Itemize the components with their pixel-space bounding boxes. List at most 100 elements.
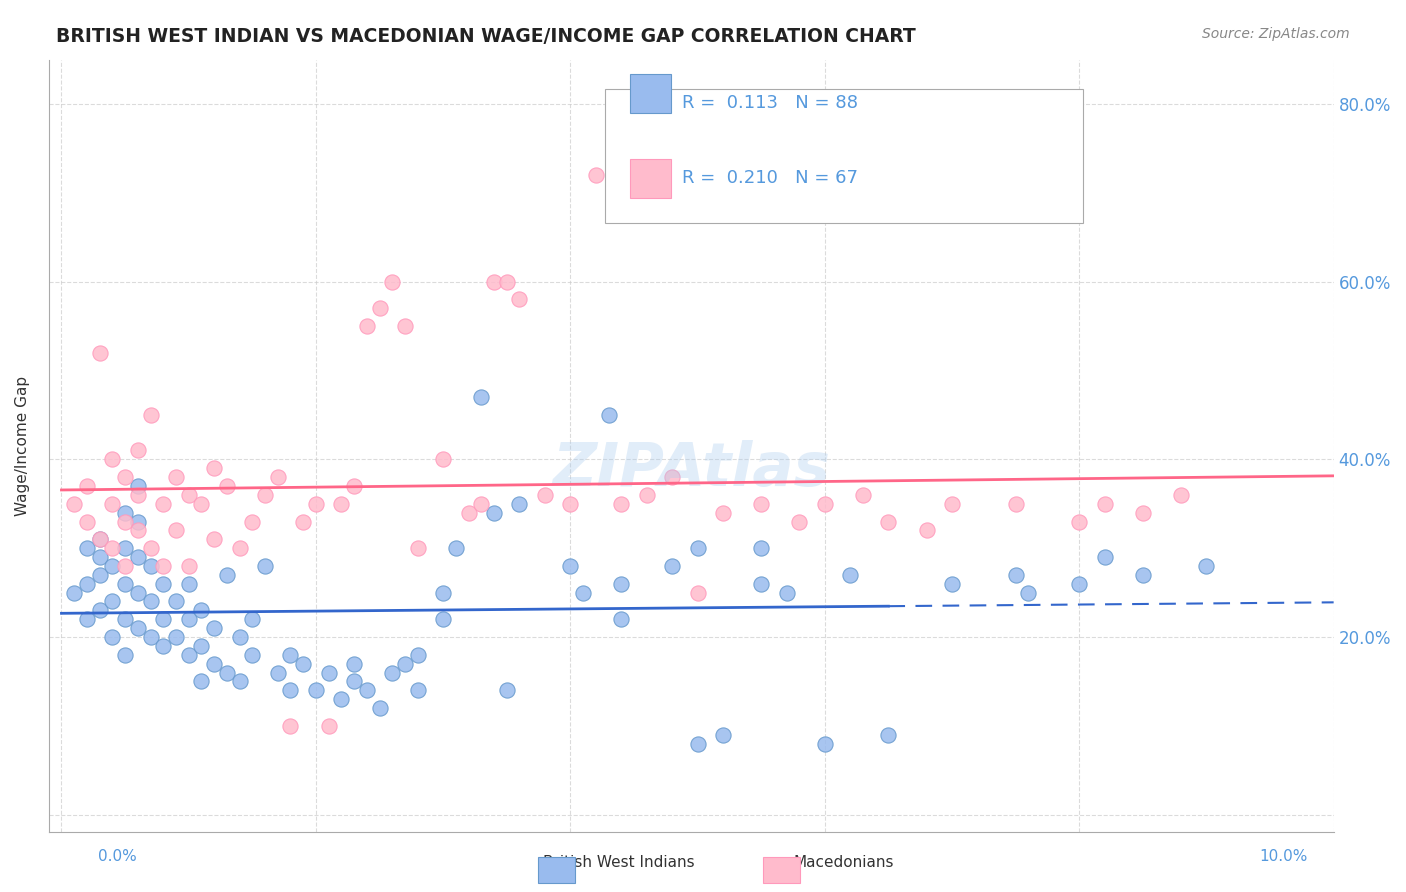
Text: 10.0%: 10.0%	[1260, 849, 1308, 863]
Point	[432, 612, 454, 626]
Point	[114, 470, 136, 484]
Point	[63, 497, 86, 511]
Point	[127, 585, 149, 599]
Point	[330, 692, 353, 706]
Text: Macedonians: Macedonians	[793, 855, 894, 870]
Point	[495, 275, 517, 289]
Point	[356, 319, 378, 334]
Point	[610, 497, 633, 511]
Point	[406, 541, 429, 556]
Point	[610, 576, 633, 591]
Point	[394, 657, 416, 671]
Point	[749, 541, 772, 556]
Point	[495, 683, 517, 698]
Point	[215, 665, 238, 680]
Point	[711, 728, 734, 742]
Point	[482, 275, 505, 289]
Point	[177, 558, 200, 573]
Point	[152, 576, 174, 591]
Point	[165, 594, 187, 608]
Point	[76, 515, 98, 529]
Point	[432, 452, 454, 467]
Point	[1132, 506, 1154, 520]
Point	[560, 558, 582, 573]
Point	[165, 470, 187, 484]
Point	[457, 506, 479, 520]
Point	[686, 585, 709, 599]
Point	[240, 648, 263, 662]
Point	[598, 408, 620, 422]
Point	[877, 515, 900, 529]
Point	[775, 585, 797, 599]
Point	[76, 541, 98, 556]
Text: 0.0%: 0.0%	[98, 849, 138, 863]
Point	[572, 585, 595, 599]
Point	[686, 737, 709, 751]
Point	[89, 567, 111, 582]
Point	[152, 558, 174, 573]
Point	[482, 506, 505, 520]
Point	[318, 665, 340, 680]
Point	[432, 585, 454, 599]
Point	[839, 567, 862, 582]
Point	[152, 497, 174, 511]
Point	[941, 576, 963, 591]
Point	[749, 576, 772, 591]
Point	[127, 621, 149, 635]
Point	[636, 488, 658, 502]
Point	[610, 612, 633, 626]
Point	[114, 612, 136, 626]
Point	[406, 683, 429, 698]
Point	[343, 657, 366, 671]
Point	[101, 497, 124, 511]
Point	[139, 594, 162, 608]
Point	[190, 603, 212, 617]
Point	[228, 541, 250, 556]
Point	[661, 558, 683, 573]
Point	[686, 541, 709, 556]
Point	[941, 497, 963, 511]
Point	[381, 275, 404, 289]
Point	[1069, 576, 1091, 591]
Point	[139, 408, 162, 422]
Point	[877, 728, 900, 742]
Point	[1017, 585, 1039, 599]
Point	[101, 452, 124, 467]
Point	[368, 301, 391, 316]
Point	[1004, 497, 1026, 511]
Point	[76, 479, 98, 493]
Point	[267, 470, 290, 484]
Point	[470, 497, 492, 511]
Y-axis label: Wage/Income Gap: Wage/Income Gap	[15, 376, 30, 516]
Point	[534, 488, 557, 502]
Point	[114, 506, 136, 520]
Point	[165, 630, 187, 644]
Point	[368, 701, 391, 715]
Point	[661, 470, 683, 484]
Point	[127, 515, 149, 529]
Point	[749, 497, 772, 511]
Point	[280, 648, 302, 662]
Point	[814, 737, 837, 751]
Point	[470, 390, 492, 404]
Point	[89, 549, 111, 564]
Text: R =  0.210   N = 67: R = 0.210 N = 67	[682, 169, 858, 187]
Point	[89, 533, 111, 547]
Point	[190, 497, 212, 511]
Point	[1069, 515, 1091, 529]
Point	[1004, 567, 1026, 582]
Point	[127, 524, 149, 538]
Point	[1094, 549, 1116, 564]
Point	[177, 612, 200, 626]
Point	[508, 497, 530, 511]
Point	[101, 594, 124, 608]
Point	[101, 541, 124, 556]
Point	[240, 612, 263, 626]
Text: Source: ZipAtlas.com: Source: ZipAtlas.com	[1202, 27, 1350, 41]
Point	[89, 533, 111, 547]
Point	[76, 576, 98, 591]
Text: BRITISH WEST INDIAN VS MACEDONIAN WAGE/INCOME GAP CORRELATION CHART: BRITISH WEST INDIAN VS MACEDONIAN WAGE/I…	[56, 27, 915, 45]
Point	[292, 657, 315, 671]
Point	[330, 497, 353, 511]
Point	[240, 515, 263, 529]
